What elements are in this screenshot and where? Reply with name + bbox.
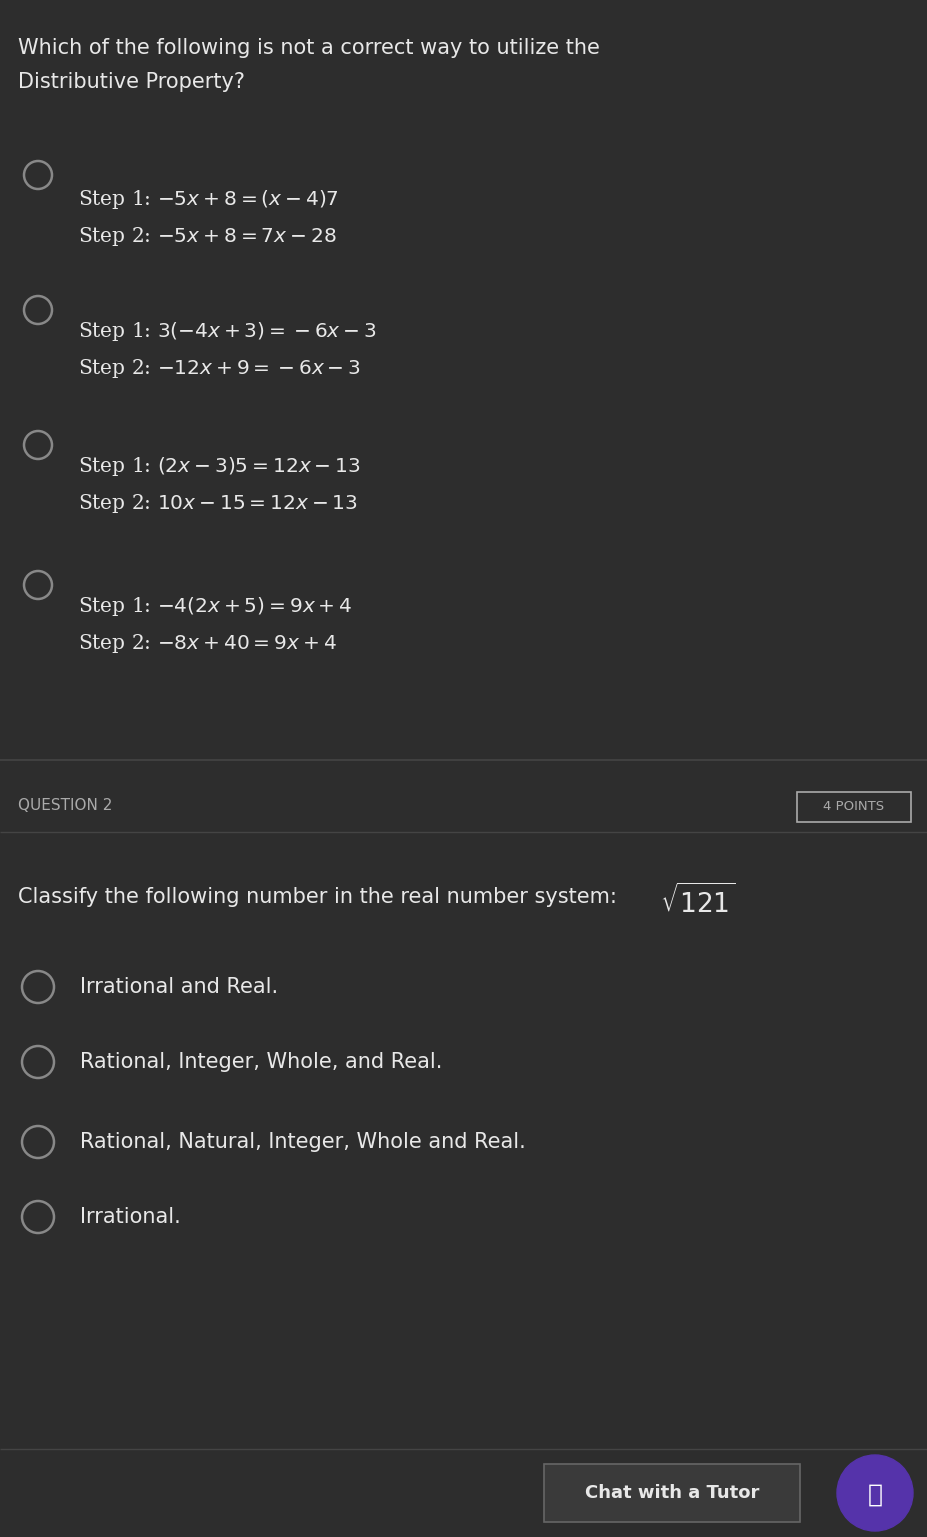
Text: Rational, Natural, Integer, Whole and Real.: Rational, Natural, Integer, Whole and Re… xyxy=(80,1131,526,1153)
FancyBboxPatch shape xyxy=(797,792,911,822)
Text: Distributive Property?: Distributive Property? xyxy=(18,72,245,92)
Text: Step 2: $-5x + 8 = 7x - 28$: Step 2: $-5x + 8 = 7x - 28$ xyxy=(78,224,337,247)
Text: 4 POINTS: 4 POINTS xyxy=(823,801,884,813)
Circle shape xyxy=(837,1456,913,1531)
Text: Step 1: $(2x - 3)5 = 12x - 13$: Step 1: $(2x - 3)5 = 12x - 13$ xyxy=(78,455,361,478)
Text: Step 1: $-5x + 8 = (x - 4)7$: Step 1: $-5x + 8 = (x - 4)7$ xyxy=(78,188,338,211)
Text: Rational, Integer, Whole, and Real.: Rational, Integer, Whole, and Real. xyxy=(80,1051,442,1071)
Text: Chat with a Tutor: Chat with a Tutor xyxy=(585,1485,759,1502)
Text: Step 1: $3(-4x + 3) = -6x - 3$: Step 1: $3(-4x + 3) = -6x - 3$ xyxy=(78,320,376,343)
Text: Irrational.: Irrational. xyxy=(80,1207,181,1227)
Text: Step 2: $-8x + 40 = 9x + 4$: Step 2: $-8x + 40 = 9x + 4$ xyxy=(78,632,337,655)
Text: Irrational and Real.: Irrational and Real. xyxy=(80,978,278,998)
Text: Which of the following is not a correct way to utilize the: Which of the following is not a correct … xyxy=(18,38,600,58)
Text: Step 2: $10x - 15 = 12x - 13$: Step 2: $10x - 15 = 12x - 13$ xyxy=(78,492,358,515)
FancyBboxPatch shape xyxy=(544,1465,800,1522)
Text: Step 2: $-12x + 9 = -6x - 3$: Step 2: $-12x + 9 = -6x - 3$ xyxy=(78,357,361,380)
Text: $\sqrt{121}$: $\sqrt{121}$ xyxy=(660,884,735,919)
Text: Classify the following number in the real number system:: Classify the following number in the rea… xyxy=(18,887,624,907)
Text: Step 1: $-4(2x + 5) = 9x + 4$: Step 1: $-4(2x + 5) = 9x + 4$ xyxy=(78,595,352,618)
Text: QUESTION 2: QUESTION 2 xyxy=(18,798,112,813)
Text: ⎙: ⎙ xyxy=(868,1483,883,1506)
